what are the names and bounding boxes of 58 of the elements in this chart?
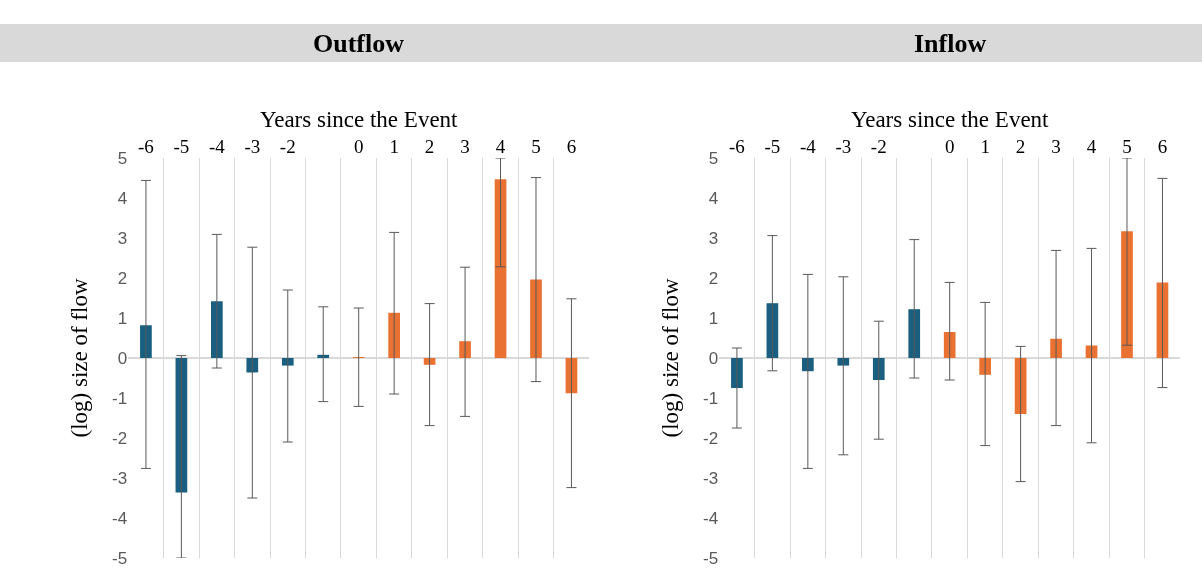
- x-tick-label: -3: [835, 136, 852, 158]
- x-tick-label: 1: [980, 136, 990, 158]
- bar: [943, 332, 956, 358]
- y-tick-label: 3: [708, 228, 719, 248]
- y-tick-label: 4: [117, 188, 128, 208]
- y-tick-label: -3: [112, 468, 128, 488]
- y-axis-title: (log) size of flow: [66, 278, 92, 438]
- x-tick-label: -5: [764, 136, 781, 158]
- x-axis-title: Years since the Event: [850, 106, 1050, 132]
- y-tick-label: 2: [117, 268, 128, 288]
- x-tick-label: 1: [389, 136, 399, 158]
- x-tick-label: 2: [1015, 136, 1026, 158]
- bar: [837, 358, 850, 366]
- x-tick-label: -5: [173, 136, 190, 158]
- x-tick-label: 5: [531, 136, 541, 158]
- y-tick-label: -3: [703, 468, 719, 488]
- y-tick-label: 1: [117, 308, 128, 328]
- y-tick-label: -4: [703, 508, 719, 528]
- y-tick-label: -5: [703, 548, 719, 568]
- x-tick-label: -2: [870, 136, 887, 158]
- x-tick-label: -3: [244, 136, 261, 158]
- y-tick-label: -5: [112, 548, 128, 568]
- x-tick-label: -6: [138, 136, 154, 158]
- y-tick-label: -1: [703, 388, 719, 408]
- y-tick-label: 3: [117, 228, 128, 248]
- chart-title: Inflow: [914, 29, 987, 58]
- x-tick-label: 0: [353, 136, 364, 158]
- y-axis-title: (log) size of flow: [657, 278, 683, 438]
- bar: [246, 358, 259, 373]
- x-tick-label: 5: [1122, 136, 1132, 158]
- x-tick-label: 6: [566, 136, 577, 158]
- x-tick-label: -4: [208, 136, 226, 158]
- y-tick-label: -1: [112, 388, 128, 408]
- bar: [281, 358, 294, 366]
- y-tick-label: -2: [703, 428, 719, 448]
- x-tick-label: 4: [1086, 136, 1097, 158]
- x-tick-label: 0: [944, 136, 955, 158]
- x-tick-label: -2: [279, 136, 296, 158]
- y-tick-label: 0: [708, 348, 719, 368]
- y-tick-label: -4: [112, 508, 128, 528]
- bar: [979, 358, 991, 375]
- x-axis-title: Years since the Event: [259, 106, 459, 132]
- y-tick-label: 1: [708, 308, 719, 328]
- x-tick-label: -4: [799, 136, 817, 158]
- bar: [872, 358, 885, 380]
- y-tick-label: 2: [708, 268, 719, 288]
- x-tick-label: -6: [729, 136, 745, 158]
- x-tick-label: 3: [1051, 136, 1061, 158]
- bar: [908, 309, 921, 358]
- x-tick-label: 2: [424, 136, 435, 158]
- chart-title: Outflow: [313, 29, 405, 58]
- x-tick-label: 4: [495, 136, 506, 158]
- y-tick-label: 4: [708, 188, 719, 208]
- y-tick-label: 0: [117, 348, 128, 368]
- y-tick-label: -2: [112, 428, 128, 448]
- x-tick-label: 6: [1157, 136, 1168, 158]
- bar: [388, 312, 400, 358]
- x-tick-label: 3: [460, 136, 470, 158]
